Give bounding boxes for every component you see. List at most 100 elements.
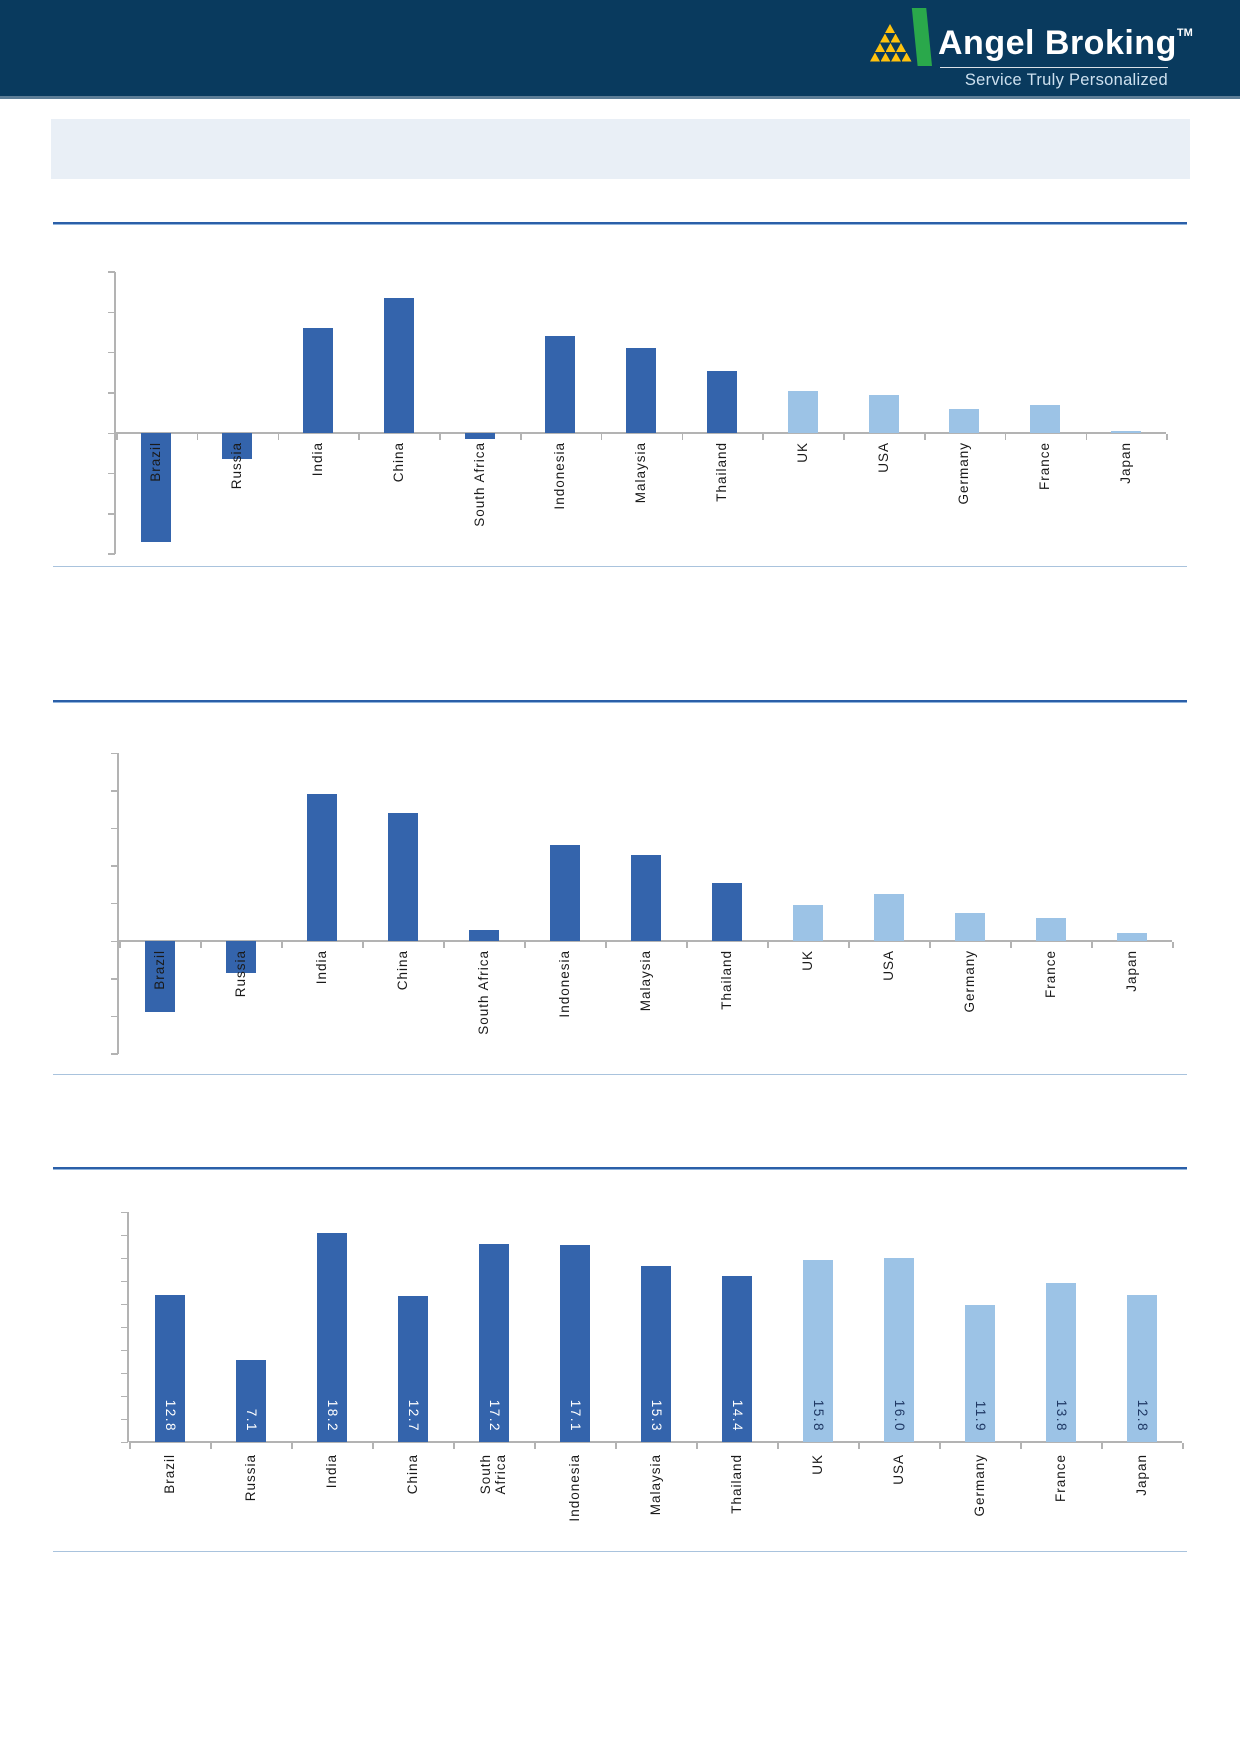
chart-2-category-label: Russia bbox=[232, 950, 248, 998]
exhibit-2-title-rule bbox=[53, 700, 1187, 703]
chart-3-value-label: 13.8 bbox=[1053, 1399, 1069, 1432]
chart-3-category-label: Indonesia bbox=[566, 1454, 582, 1522]
chart-3-bar-indonesia bbox=[559, 1245, 590, 1442]
chart-2-x-tick bbox=[362, 942, 364, 948]
chart-2-y-tick bbox=[111, 752, 118, 754]
chart-1-bar-france bbox=[1030, 404, 1061, 433]
chart-3-value-label: 17.2 bbox=[486, 1399, 502, 1432]
chart-1-x-tick bbox=[116, 434, 118, 440]
chart-3-bar-south-africa bbox=[478, 1244, 509, 1442]
chart-3-x-tick bbox=[1101, 1443, 1103, 1449]
chart-1-category-label: India bbox=[310, 442, 325, 477]
chart-1-x-tick bbox=[843, 434, 845, 440]
chart-1-x-tick bbox=[924, 434, 926, 440]
chart-2-x-tick bbox=[1010, 942, 1012, 948]
chart-1-bar-uk bbox=[787, 390, 818, 433]
chart-3-y-tick bbox=[121, 1326, 128, 1328]
chart-1-y-tick bbox=[108, 311, 115, 314]
logo-triangle-icon bbox=[901, 52, 912, 62]
chart-2-y-tick bbox=[111, 978, 118, 980]
chart-2-y-tick bbox=[111, 1053, 118, 1055]
chart-1-y-tick bbox=[108, 351, 115, 354]
chart-1-x-tick bbox=[1166, 434, 1168, 440]
chart-2-x-tick bbox=[524, 942, 526, 948]
chart-1-y-tick bbox=[108, 271, 115, 273]
chart-1-category-label: Russia bbox=[229, 442, 245, 490]
chart-1-bar-india bbox=[303, 328, 333, 433]
chart-2-baseline bbox=[119, 940, 1172, 942]
chart-3-y-tick bbox=[121, 1211, 128, 1213]
chart-3-y-tick bbox=[121, 1441, 128, 1443]
chart-3-bar-russia bbox=[235, 1360, 266, 1442]
chart-3-value-label: 15.3 bbox=[648, 1399, 664, 1432]
chart-2-bar-uk bbox=[792, 905, 823, 941]
chart-3-x-tick bbox=[291, 1443, 293, 1449]
chart-3-baseline bbox=[129, 1441, 1182, 1443]
chart-3-value-label: 12.8 bbox=[1134, 1399, 1150, 1432]
chart-1-category-label: UK bbox=[794, 442, 810, 463]
chart-2-bar-china bbox=[387, 813, 418, 941]
chart-3-x-tick bbox=[1182, 1443, 1184, 1449]
chart-3-bar-thailand bbox=[721, 1276, 752, 1442]
chart-3-category-label: Germany bbox=[971, 1454, 987, 1517]
chart-3-category-label: India bbox=[323, 1454, 339, 1489]
chart-1-y-tick bbox=[108, 472, 115, 475]
chart-3-category-label: Brazil bbox=[161, 1454, 177, 1494]
chart-2-category-label: China bbox=[394, 950, 410, 991]
chart-1-y-tick bbox=[108, 553, 115, 555]
chart-2-category-label: India bbox=[313, 950, 329, 985]
chart-1-x-tick bbox=[439, 434, 441, 440]
chart-3-x-tick bbox=[129, 1443, 131, 1449]
chart-2-x-tick bbox=[200, 942, 202, 948]
chart-2-x-tick bbox=[119, 942, 121, 948]
brand-tagline: Service Truly Personalized bbox=[964, 71, 1168, 89]
logo-triangle-icon bbox=[875, 43, 885, 52]
brand-underline bbox=[940, 67, 1168, 68]
logo-green-stripe-icon bbox=[911, 8, 932, 66]
chart-1-category-label: USA bbox=[875, 442, 891, 473]
chart-3-value-label: 7.1 bbox=[243, 1408, 259, 1432]
chart-3-y-tick bbox=[121, 1234, 128, 1236]
chart-3-value-label: 11.9 bbox=[972, 1400, 988, 1432]
chart-1-bar-japan bbox=[1111, 430, 1141, 433]
chart-3-x-tick bbox=[1020, 1443, 1022, 1449]
chart-3-x-tick bbox=[372, 1443, 374, 1449]
logo-triangle-icon bbox=[885, 43, 896, 52]
exhibit-1-title-rule bbox=[53, 222, 1187, 225]
chart-1-x-tick bbox=[681, 434, 684, 440]
chart-3-value-label: 18.2 bbox=[324, 1399, 340, 1432]
chart-1-bar-germany bbox=[949, 408, 980, 433]
chart-1-y-tick bbox=[108, 432, 115, 434]
chart-3-bar-uk bbox=[802, 1260, 833, 1442]
chart-2-y-tick bbox=[111, 902, 118, 905]
chart-1-category-label: China bbox=[390, 442, 406, 483]
chart-3-y-tick bbox=[121, 1418, 128, 1420]
chart-3-category-label: China bbox=[404, 1454, 420, 1495]
chart-3-x-tick bbox=[453, 1443, 455, 1449]
chart-1-bar-thailand bbox=[707, 370, 737, 433]
section-divider-1 bbox=[53, 566, 1187, 567]
chart-1-x-tick bbox=[762, 434, 764, 440]
chart-3-category-label: South Africa bbox=[477, 1454, 508, 1495]
chart-1-y-axis bbox=[114, 272, 116, 554]
chart-2-y-tick bbox=[111, 940, 118, 942]
chart-1-category-label: South Africa bbox=[471, 442, 487, 527]
logo-triangle-icon bbox=[885, 24, 895, 33]
logo-triangle-icon bbox=[880, 33, 890, 43]
chart-2-bar-india bbox=[306, 794, 337, 941]
chart-1-bar-china bbox=[383, 298, 414, 433]
chart-2-bar-south-africa bbox=[468, 929, 499, 941]
section-divider-2 bbox=[53, 1074, 1187, 1075]
chart-1-x-tick bbox=[277, 434, 280, 440]
chart-3-y-tick bbox=[121, 1257, 128, 1259]
logo-triangle-icon bbox=[891, 52, 901, 62]
chart-3-value-label: 16.0 bbox=[891, 1399, 907, 1432]
chart-1-x-tick bbox=[520, 434, 522, 440]
chart-2-category-label: Japan bbox=[1123, 950, 1139, 992]
chart-3-y-tick bbox=[121, 1303, 128, 1305]
chart-1-x-tick bbox=[1004, 434, 1007, 440]
chart-2-category-label: Thailand bbox=[718, 950, 734, 1010]
chart-3-category-label: Malaysia bbox=[647, 1454, 663, 1516]
logo-triangle-icon bbox=[896, 43, 906, 52]
